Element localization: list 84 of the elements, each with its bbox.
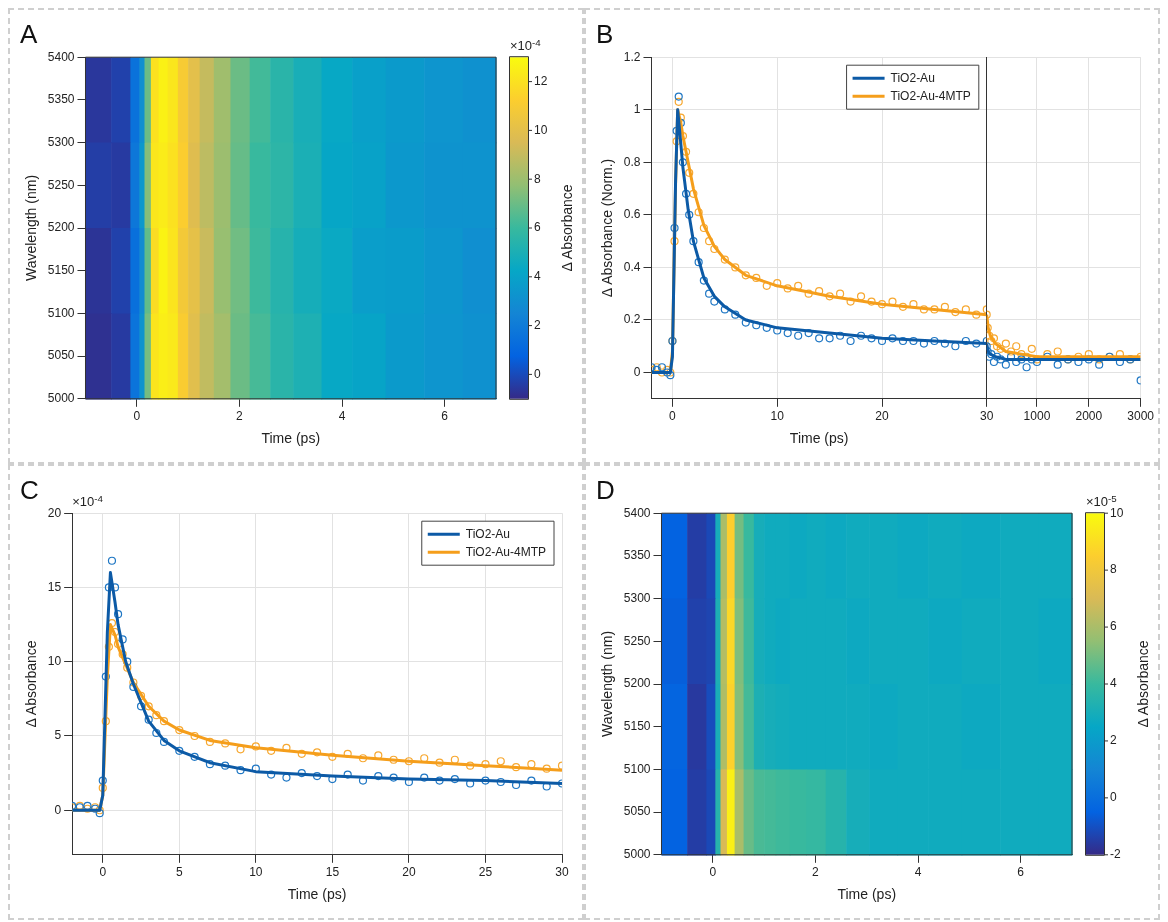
- legend-label: TiO2-Au: [465, 526, 510, 541]
- x-axis-title: Time (ps): [789, 430, 849, 447]
- color-bar-label: 6: [534, 220, 541, 235]
- color-bar-label: 0: [534, 366, 541, 381]
- x-tick-label: 15: [325, 865, 340, 880]
- x-tick-label: 0: [133, 409, 141, 424]
- x-tick-label: 0: [99, 865, 107, 880]
- y-tick-label: 5400: [623, 505, 651, 520]
- color-bar-title: Δ Absorbance: [1134, 640, 1151, 728]
- x-tick-label: 10: [770, 409, 785, 424]
- x-tick-label: 1000: [1023, 409, 1051, 424]
- color-bar-label: 8: [1110, 562, 1117, 577]
- color-bar-label: 0: [1110, 790, 1117, 805]
- y-tick-label: 5400: [47, 49, 75, 64]
- y-tick-label: 5350: [47, 92, 75, 107]
- y-tick-label: 1.2: [623, 49, 641, 64]
- chart-title: B: [596, 18, 614, 49]
- color-bar-title: Δ Absorbance: [558, 184, 575, 272]
- y-tick-label: 20: [47, 505, 62, 520]
- x-tick-label: 5: [175, 865, 183, 880]
- y-tick-label: 0: [633, 364, 641, 379]
- x-tick-label: 20: [402, 865, 416, 880]
- y-axis-title: Wavelength (nm): [23, 174, 40, 282]
- y-tick-label: 5200: [623, 676, 651, 691]
- chart-title: D: [596, 474, 615, 505]
- x-axis-title: Time (ps): [287, 886, 347, 903]
- y-tick-label: 10: [47, 654, 62, 669]
- legend-label: TiO2-Au: [890, 70, 935, 85]
- x-tick-label: 25: [478, 865, 493, 880]
- x-axis-title: Time (ps): [261, 430, 321, 447]
- legend-label: TiO2-Au-4MTP: [465, 544, 546, 559]
- y-tick-label: 5000: [47, 391, 75, 406]
- y-tick-label: 0.2: [623, 312, 641, 327]
- legend-label: TiO2-Au-4MTP: [890, 88, 971, 103]
- x-tick-label: 3000: [1127, 409, 1155, 424]
- y-tick-label: 5100: [47, 305, 75, 320]
- color-bar-label: 4: [534, 269, 541, 284]
- x-tick-label: 0: [669, 409, 677, 424]
- y-tick-label: 5200: [47, 220, 75, 235]
- y-tick-label: 5050: [47, 348, 75, 363]
- chart-title: A: [20, 18, 38, 49]
- color-bar-label: 10: [1110, 505, 1124, 520]
- x-tick-label: 0: [709, 865, 717, 880]
- y-tick-label: 5250: [47, 177, 75, 192]
- x-tick-label: 30: [555, 865, 569, 880]
- color-bar-label: 6: [1110, 619, 1117, 634]
- y-tick-label: 0.6: [623, 207, 641, 222]
- color-bar-label: 2: [1110, 733, 1117, 748]
- y-tick-label: 5150: [47, 263, 75, 278]
- x-tick-label: 4: [914, 865, 922, 880]
- y-tick-label: 5000: [623, 847, 651, 862]
- x-tick-label: 2: [812, 865, 820, 880]
- y-tick-label: 0.8: [623, 154, 641, 169]
- y-tick-label: 5150: [623, 719, 651, 734]
- color-bar-label: 4: [1110, 676, 1117, 691]
- y-tick-label: 5350: [623, 548, 651, 563]
- y-tick-label: 5100: [623, 761, 651, 776]
- y-tick-label: 0: [54, 802, 62, 817]
- y-axis-title: Wavelength (nm): [599, 630, 616, 738]
- y-tick-label: 0.4: [623, 259, 641, 274]
- x-tick-label: 4: [338, 409, 346, 424]
- y-tick-label: 5300: [47, 134, 75, 149]
- y-axis-title: Δ Absorbance: [23, 640, 40, 728]
- x-tick-label: 6: [1017, 865, 1025, 880]
- y-tick-label: 1: [633, 102, 641, 117]
- y-tick-label: 15: [47, 579, 62, 594]
- x-tick-label: 2: [236, 409, 244, 424]
- x-axis-title: Time (ps): [837, 886, 897, 903]
- color-bar-label: 12: [534, 73, 548, 88]
- chart-title: C: [20, 474, 39, 505]
- x-tick-label: 10: [249, 865, 263, 880]
- x-tick-label: 2000: [1075, 409, 1103, 424]
- color-bar-label: 2: [534, 317, 541, 332]
- color-bar-label: 8: [534, 171, 541, 186]
- y-axis-title: Δ Absorbance (Norm.): [599, 158, 616, 298]
- color-bar-label: 10: [534, 122, 548, 137]
- y-tick-label: 5250: [623, 633, 651, 648]
- y-tick-label: 5: [54, 728, 62, 743]
- x-tick-label: 30: [980, 409, 994, 424]
- x-tick-label: 20: [875, 409, 890, 424]
- y-tick-label: 5050: [623, 804, 651, 819]
- color-bar-label: -2: [1110, 847, 1121, 862]
- x-tick-label: 6: [441, 409, 449, 424]
- y-tick-label: 5300: [623, 590, 651, 605]
